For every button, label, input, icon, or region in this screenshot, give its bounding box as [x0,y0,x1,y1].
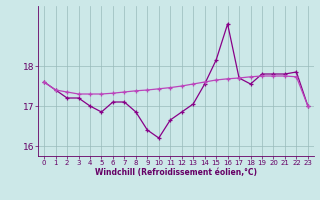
X-axis label: Windchill (Refroidissement éolien,°C): Windchill (Refroidissement éolien,°C) [95,168,257,177]
